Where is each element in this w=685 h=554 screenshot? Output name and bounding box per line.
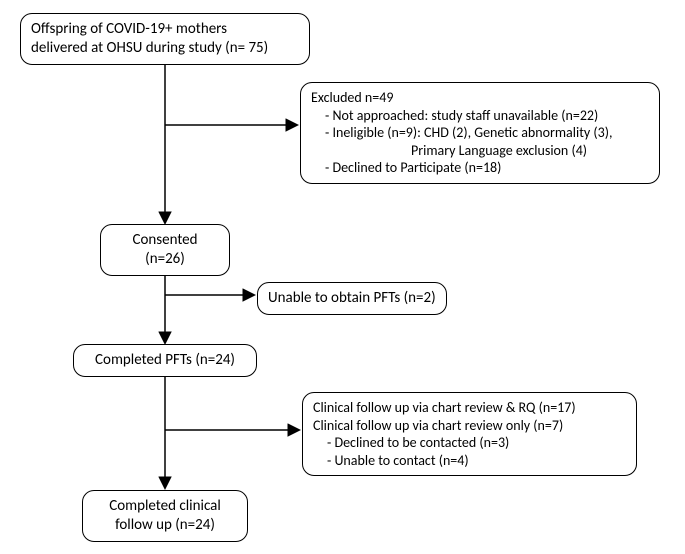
node-followup-detail: Clinical follow up via chart review & RQ…	[302, 392, 637, 476]
excluded-l1: - Not approached: study staff unavailabl…	[311, 107, 649, 125]
pfts-text: Completed PFTs (n=24)	[95, 351, 235, 369]
fu-l3: - Declined to be contacted (n=3)	[313, 434, 626, 452]
node-final: Completed clinical follow up (n=24)	[82, 490, 248, 542]
start-line1: Offspring of COVID-19+ mothers	[31, 20, 299, 39]
nopft-text: Unable to obtain PFTs (n=2)	[268, 289, 436, 307]
consented-text: Consented (n=26)	[132, 231, 197, 268]
fu-l1: Clinical follow up via chart review & RQ…	[313, 399, 626, 417]
node-excluded: Excluded n=49 - Not approached: study st…	[300, 82, 660, 184]
fu-l4: - Unable to contact (n=4)	[313, 452, 626, 470]
excluded-l2: - Ineligible (n=9): CHD (2), Genetic abn…	[311, 124, 649, 142]
node-nopft: Unable to obtain PFTs (n=2)	[257, 282, 447, 315]
excluded-title: Excluded n=49	[311, 89, 649, 107]
fu-l2: Clinical follow up via chart review only…	[313, 417, 626, 435]
node-pfts: Completed PFTs (n=24)	[73, 344, 257, 377]
node-consented: Consented (n=26)	[100, 224, 230, 276]
start-line2: delivered at OHSU during study (n= 75)	[31, 39, 299, 58]
node-start: Offspring of COVID-19+ mothers delivered…	[20, 13, 310, 65]
final-line2: follow up (n=24)	[93, 516, 237, 535]
excluded-l3: Primary Language exclusion (4)	[311, 142, 649, 160]
excluded-l4: - Declined to Participate (n=18)	[311, 159, 649, 177]
final-line1: Completed clinical	[93, 497, 237, 516]
